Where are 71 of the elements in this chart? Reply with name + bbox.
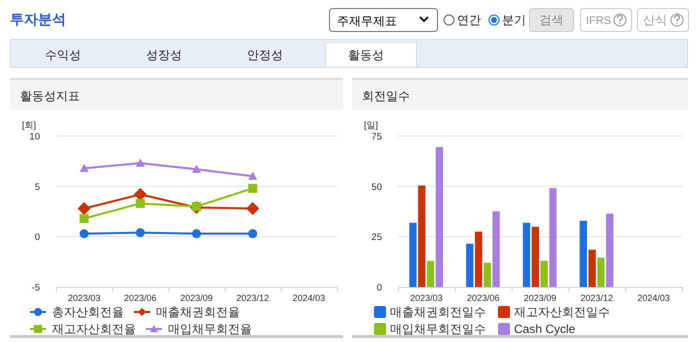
point [192, 229, 201, 238]
bar [597, 258, 605, 287]
text: 수익성 [45, 48, 81, 62]
bar [588, 250, 596, 287]
legend-label: 매출채권회전율 [156, 305, 240, 319]
y-axis-title: [일] [364, 120, 378, 130]
x-tick-label: 2023/06 [466, 293, 500, 303]
x-tick-label: 2023/09 [180, 293, 213, 303]
x-tick-label: 2024/03 [637, 293, 670, 303]
bar [540, 260, 548, 287]
legend-label: 매출채권회전일수 [390, 305, 486, 319]
text: 투자분석 [10, 11, 66, 27]
text: 성장성 [146, 48, 182, 62]
point [136, 198, 145, 208]
text: 연간 [457, 13, 481, 27]
legend-label: Cash Cycle [514, 322, 576, 336]
legend-label: 매입채무회전일수 [390, 322, 486, 336]
point [246, 202, 260, 215]
x-tick-label: 2023/12 [580, 293, 614, 303]
bar [466, 244, 474, 287]
point [192, 164, 201, 173]
bar [532, 226, 539, 287]
bar [426, 260, 434, 287]
y-tick-label: 5 [34, 182, 40, 193]
x-tick-label: 2023/06 [124, 293, 157, 303]
text: 산식 [643, 13, 667, 27]
y-tick-label: 25 [371, 232, 382, 244]
x-tick-label: 2023/03 [410, 293, 443, 303]
y-tick-label: -5 [32, 282, 40, 294]
point [80, 164, 89, 172]
y-tick-label: 0 [376, 282, 382, 294]
text: IFRS [586, 15, 612, 27]
y-tick-label: 50 [371, 182, 382, 193]
bar [436, 147, 444, 287]
point [136, 158, 145, 167]
bar [522, 222, 530, 287]
x-tick-label: 2024/03 [292, 293, 326, 303]
bar [418, 186, 426, 287]
text: 활동성 [348, 48, 384, 62]
bar [606, 214, 614, 287]
bar [549, 188, 557, 287]
text: 주재무제표 [337, 14, 397, 28]
x-tick-label: 2023/09 [524, 293, 556, 303]
chart-title: 활동성지표 [20, 89, 80, 103]
text: 분기 [502, 13, 526, 27]
bar [580, 220, 587, 287]
chart-title: 회전일수 [362, 89, 410, 103]
point [248, 172, 258, 180]
y-tick-label: 0 [34, 232, 40, 244]
legend-label: 매입채무회전율 [168, 322, 252, 336]
x-tick-label: 2023/03 [68, 293, 100, 303]
bar [484, 262, 492, 287]
y-tick-label: 10 [29, 132, 40, 142]
point [136, 228, 145, 238]
x-tick-label: 2023/12 [236, 293, 269, 303]
point [248, 229, 258, 238]
legend-label: 재고자산회전율 [52, 322, 136, 336]
y-tick-label: 75 [371, 132, 382, 142]
bar [409, 222, 417, 287]
bar [474, 232, 482, 287]
legend-label: 총자산회전율 [52, 305, 124, 319]
legend-label: 재고자산회전일수 [514, 305, 610, 319]
point [248, 184, 258, 193]
text: 안정성 [247, 48, 283, 62]
bar [492, 211, 500, 287]
point [80, 229, 89, 238]
point [134, 188, 147, 201]
text: 검색 [540, 13, 564, 27]
point [78, 202, 91, 215]
point [80, 214, 89, 224]
y-axis-title: [회] [22, 120, 36, 130]
